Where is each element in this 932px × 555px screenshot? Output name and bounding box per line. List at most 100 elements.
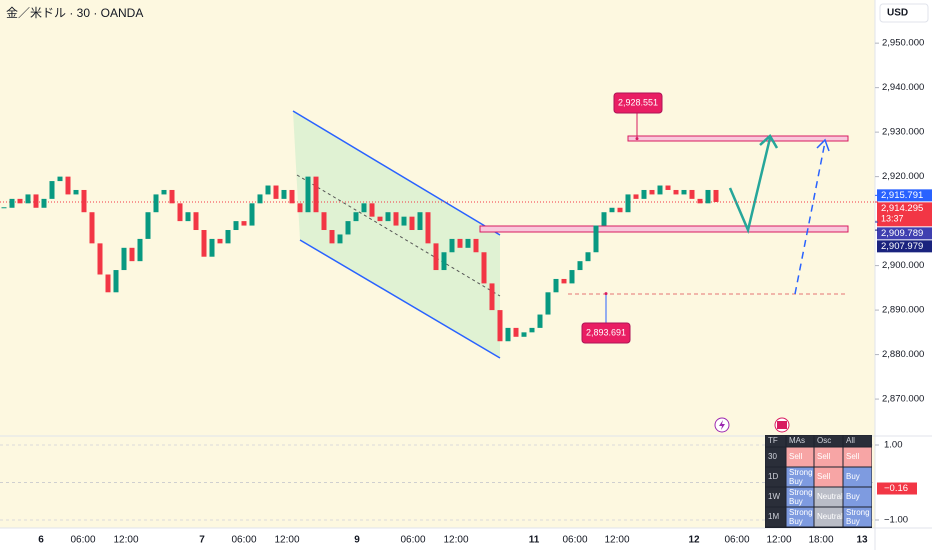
candle: [473, 238, 479, 253]
time-label: 12:00: [113, 535, 138, 546]
table-text: Strong Buy: [789, 468, 813, 486]
candle: [689, 189, 695, 199]
table-text: Strong Buy: [789, 488, 813, 506]
table-text-line: Strong: [789, 508, 813, 517]
y-tick-label: 2,920.000: [882, 171, 924, 182]
table-cell: [843, 467, 872, 487]
table-text: 1W: [768, 492, 780, 501]
table-text-line: Buy: [789, 517, 803, 526]
table-cell: [765, 435, 786, 447]
candle: [233, 221, 239, 231]
candle: [281, 189, 287, 199]
candle: [609, 207, 615, 213]
candle: [169, 189, 175, 204]
candle: [529, 327, 535, 333]
candle: [185, 212, 191, 222]
time-label: 12:00: [604, 535, 629, 546]
candle: [601, 212, 607, 226]
table-cell: [765, 487, 786, 507]
candle: [41, 198, 47, 208]
scenario-dashed: [794, 141, 826, 295]
candle: [257, 194, 263, 204]
candle: [329, 230, 335, 244]
annotation-box: [581, 322, 631, 344]
table-text: Sell: [789, 452, 803, 461]
symbol-title: 金／米ドル · 30 · OANDA: [6, 6, 143, 20]
candle: [465, 238, 471, 248]
time-label: 12:00: [443, 535, 468, 546]
candle: [9, 198, 15, 208]
table-text: Strong Buy: [846, 508, 870, 526]
arrow-head: [816, 138, 830, 152]
candle: [265, 185, 271, 195]
table-text: All: [846, 436, 855, 445]
candle: [305, 176, 311, 213]
candle: [353, 212, 359, 222]
candle: [553, 278, 559, 293]
y-tick-label: 2,950.000: [882, 38, 924, 49]
table-cell: [765, 507, 786, 527]
time-label: 06:00: [231, 535, 256, 546]
annotation-label: 2,928.551: [618, 97, 658, 107]
candle: [585, 252, 591, 262]
candle: [137, 238, 143, 262]
y-tick-label: 2,930.000: [882, 127, 924, 138]
y-tick-label: 2,890.000: [882, 305, 924, 316]
candle: [641, 189, 647, 199]
price-tag-label: 2,909.789: [881, 228, 923, 239]
time-label: 12:00: [274, 535, 299, 546]
candle: [145, 212, 151, 239]
table-cell: [786, 435, 814, 447]
candle: [577, 261, 583, 271]
candle: [593, 225, 599, 253]
candle: [545, 292, 551, 315]
candle: [49, 181, 55, 199]
table-text: 30: [768, 452, 777, 461]
candle: [153, 194, 159, 213]
candle: [409, 216, 415, 231]
table-text-line: Buy: [846, 517, 860, 526]
time-label: 18:00: [808, 535, 833, 546]
table-text-line: Buy: [789, 477, 803, 486]
time-label: 06:00: [70, 535, 95, 546]
annotation-label: 2,893.691: [586, 327, 626, 337]
table-cell: [786, 507, 814, 527]
candle: [657, 185, 663, 195]
time-label: 13: [856, 535, 868, 546]
table-cell: [765, 447, 786, 467]
osc-current-label: −0.16: [884, 483, 908, 494]
osc-tick-label: 1.00: [884, 440, 903, 451]
candle: [537, 314, 543, 328]
candle: [17, 198, 23, 204]
candle: [33, 194, 39, 208]
candle: [289, 189, 295, 204]
table-text: 1M: [768, 512, 779, 521]
candle: [337, 234, 343, 244]
candle: [441, 252, 447, 271]
candle: [625, 194, 631, 213]
table-cell: [814, 447, 843, 467]
candle: [121, 247, 127, 271]
candle: [425, 212, 431, 244]
time-label: 06:00: [724, 535, 749, 546]
table-cell: [814, 507, 843, 527]
table-text: MAs: [789, 436, 805, 445]
table-text: Neutral: [817, 492, 843, 501]
table-cell: [843, 435, 872, 447]
annotation-point: [604, 292, 608, 296]
table-text: Osc: [817, 436, 831, 445]
candle: [1, 207, 7, 209]
candle: [65, 176, 71, 195]
currency-box[interactable]: [879, 3, 929, 23]
candle: [57, 176, 63, 182]
candle: [249, 203, 255, 226]
candle: [81, 189, 87, 213]
time-label: 7: [199, 535, 205, 546]
candle: [241, 221, 247, 226]
candle: [673, 189, 679, 195]
candle: [449, 238, 455, 253]
candle: [385, 212, 391, 222]
candle: [113, 270, 119, 293]
